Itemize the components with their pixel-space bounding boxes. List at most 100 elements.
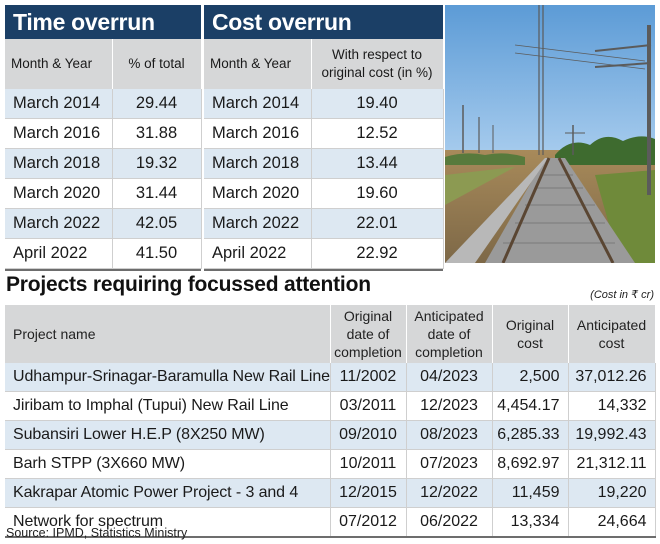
cost-col-value-line1: With respect to: [331, 47, 423, 62]
original-date-cell: 11/2002: [330, 363, 407, 392]
original-date-cell: 09/2010: [330, 420, 407, 450]
project-row: Udhampur-Srinagar-Baramulla New Rail Lin…: [5, 363, 656, 392]
original-cost-cell: 2,500: [492, 363, 569, 392]
project-name-cell: Udhampur-Srinagar-Baramulla New Rail Lin…: [5, 363, 331, 392]
anticipated-cost-cell: 19,220: [568, 478, 656, 508]
col-anticipated-cost-l2: cost: [598, 335, 625, 351]
time-overrun-month-cell: March 2022: [5, 208, 113, 239]
cost-overrun-row: April 2022 22.92: [204, 238, 444, 269]
anticipated-cost-cell: 37,012.26: [568, 363, 656, 392]
cost-overrun-row: March 2016 12.52: [204, 118, 444, 149]
col-anticipated-date: Anticipated date of completion: [406, 305, 493, 363]
time-overrun-month-cell: March 2016: [5, 118, 113, 149]
cost-overrun-row: March 2022 22.01: [204, 208, 444, 239]
cost-overrun-month-cell: March 2016: [204, 118, 312, 149]
time-overrun-row: March 2022 42.05: [5, 208, 202, 239]
col-anticipated-date-l1: Anticipated: [414, 308, 484, 324]
col-anticipated-cost-l1: Anticipated: [576, 317, 647, 333]
cost-overrun-bottom-rule: [204, 268, 444, 271]
cost-overrun-month-cell: March 2020: [204, 178, 312, 209]
cost-overrun-value-cell: 22.92: [311, 238, 444, 269]
time-overrun-value-cell: 31.44: [112, 178, 202, 209]
time-overrun-value-cell: 19.32: [112, 148, 202, 179]
col-anticipated-date-l3: completion: [415, 344, 483, 360]
project-name-cell: Jiribam to Imphal (Tupui) New Rail Line: [5, 391, 331, 421]
cost-overrun-row: March 2018 13.44: [204, 148, 444, 179]
cost-overrun-row: March 2020 19.60: [204, 178, 444, 209]
projects-title: Projects requiring focussed attention: [6, 273, 371, 296]
cost-overrun-month-cell: April 2022: [204, 238, 312, 269]
original-cost-cell: 8,692.97: [492, 449, 569, 479]
cost-col-value-line2: original cost (in %): [321, 65, 433, 80]
time-overrun-row: March 2020 31.44: [5, 178, 202, 209]
original-date-cell: 07/2012: [330, 507, 407, 538]
time-overrun-row: April 2022 41.50: [5, 238, 202, 269]
original-date-cell: 12/2015: [330, 478, 407, 508]
anticipated-date-cell: 08/2023: [406, 420, 493, 450]
anticipated-cost-cell: 24,664: [568, 507, 656, 538]
cost-unit-note: (Cost in ₹ cr): [590, 289, 654, 301]
col-project-name: Project name: [5, 305, 331, 363]
time-overrun-table: Time overrun Month & Year % of total Mar…: [5, 5, 202, 271]
projects-table: Project name Original date of completion…: [5, 305, 656, 538]
project-name-cell: Network for spectrum: [5, 507, 331, 538]
time-overrun-month-cell: April 2022: [5, 238, 113, 269]
time-overrun-row: March 2016 31.88: [5, 118, 202, 149]
anticipated-date-cell: 12/2023: [406, 391, 493, 421]
col-original-date-l2: date of: [346, 326, 390, 342]
project-row: Network for spectrum 07/2012 06/2022 13,334…: [5, 507, 656, 538]
project-row: Barh STPP (3X660 MW) 10/2011 07/2023 8,692.…: [5, 449, 656, 479]
project-name-cell: Barh STPP (3X660 MW): [5, 449, 331, 479]
col-original-cost-l1: Original: [505, 317, 555, 333]
cost-overrun-value-cell: 19.60: [311, 178, 444, 209]
original-date-cell: 03/2011: [330, 391, 407, 421]
cost-overrun-month-cell: March 2014: [204, 89, 312, 119]
time-overrun-value-cell: 41.50: [112, 238, 202, 269]
col-anticipated-date-l2: date of: [427, 326, 471, 342]
anticipated-date-cell: 12/2022: [406, 478, 493, 508]
project-row: Jiribam to Imphal (Tupui) New Rail Line 0…: [5, 391, 656, 421]
cost-overrun-body: March 2014 19.40 March 2016 12.52 March 2018…: [204, 89, 444, 271]
project-row: Subansiri Lower H.E.P (8X250 MW) 09/2010 0…: [5, 420, 656, 450]
cost-overrun-title: Cost overrun: [204, 5, 444, 39]
original-cost-cell: 6,285.33: [492, 420, 569, 450]
time-overrun-month-cell: March 2020: [5, 178, 113, 209]
cost-col-month: Month & Year: [204, 39, 312, 89]
cost-overrun-month-cell: March 2022: [204, 208, 312, 239]
original-cost-cell: 4,454.17: [492, 391, 569, 421]
col-original-date-l1: Original: [343, 308, 393, 324]
cost-overrun-value-cell: 12.52: [311, 118, 444, 149]
time-overrun-value-cell: 29.44: [112, 89, 202, 119]
anticipated-cost-cell: 14,332: [568, 391, 656, 421]
project-name-cell: Kakrapar Atomic Power Project - 3 and 4: [5, 478, 331, 508]
railway-track-photo: [445, 5, 655, 263]
time-col-value: % of total: [112, 39, 202, 89]
anticipated-cost-cell: 21,312.11: [568, 449, 656, 479]
col-original-cost-l2: cost: [517, 335, 543, 351]
cost-overrun-month-cell: March 2018: [204, 148, 312, 179]
time-overrun-value-cell: 42.05: [112, 208, 202, 239]
original-cost-cell: 11,459: [492, 478, 569, 508]
time-overrun-value-cell: 31.88: [112, 118, 202, 149]
time-col-month: Month & Year: [5, 39, 113, 89]
projects-body: Udhampur-Srinagar-Baramulla New Rail Lin…: [5, 363, 656, 538]
source-note: Source: IPMD, Statistics Ministry: [6, 526, 188, 540]
time-overrun-month-cell: March 2018: [5, 148, 113, 179]
col-original-cost: Original cost: [492, 305, 569, 363]
cost-overrun-row: March 2014 19.40: [204, 89, 444, 119]
anticipated-date-cell: 06/2022: [406, 507, 493, 538]
cost-overrun-value-cell: 19.40: [311, 89, 444, 119]
cost-overrun-value-cell: 22.01: [311, 208, 444, 239]
anticipated-cost-cell: 19,992.43: [568, 420, 656, 450]
original-cost-cell: 13,334: [492, 507, 569, 538]
project-name-cell: Subansiri Lower H.E.P (8X250 MW): [5, 420, 331, 450]
anticipated-date-cell: 04/2023: [406, 363, 493, 392]
time-overrun-body: March 2014 29.44 March 2016 31.88 March 2018…: [5, 89, 202, 271]
time-overrun-bottom-rule: [5, 268, 202, 271]
cost-overrun-table: Cost overrun Month & Year With respect t…: [204, 5, 444, 271]
time-overrun-row: March 2014 29.44: [5, 89, 202, 119]
cost-overrun-value-cell: 13.44: [311, 148, 444, 179]
time-overrun-title: Time overrun: [5, 5, 202, 39]
